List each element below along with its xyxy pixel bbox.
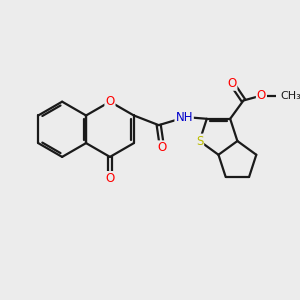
Text: O: O bbox=[105, 95, 115, 108]
Text: O: O bbox=[227, 77, 236, 90]
Text: NH: NH bbox=[176, 111, 193, 124]
Text: O: O bbox=[158, 141, 167, 154]
Text: S: S bbox=[196, 134, 203, 148]
Text: O: O bbox=[105, 172, 115, 185]
Text: CH₃: CH₃ bbox=[281, 91, 300, 100]
Text: O: O bbox=[257, 89, 266, 102]
